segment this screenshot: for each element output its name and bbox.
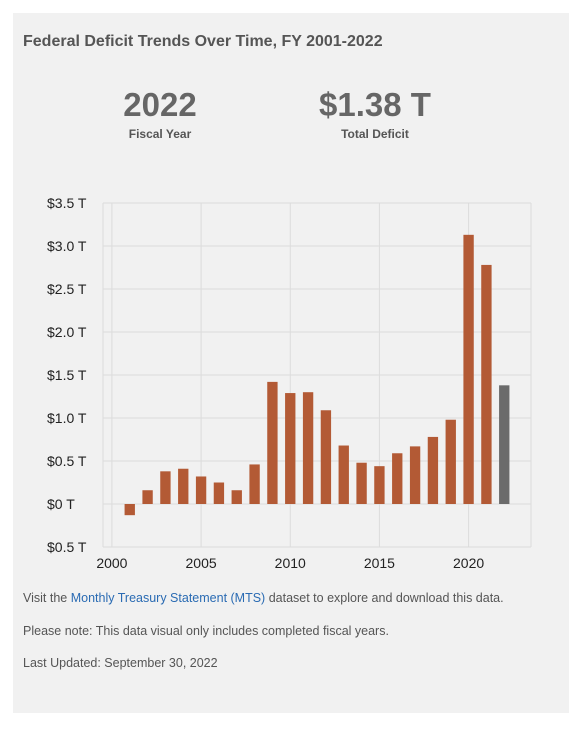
x-tick-label: 2020	[453, 555, 484, 571]
bar-2008[interactable]	[249, 464, 260, 504]
footer-note: Please note: This data visual only inclu…	[23, 624, 389, 638]
chart-title: Federal Deficit Trends Over Time, FY 200…	[23, 33, 383, 50]
footer-mts-line: Visit the Monthly Treasury Statement (MT…	[23, 591, 504, 605]
chart-card	[13, 13, 569, 713]
bar-2003[interactable]	[160, 471, 171, 504]
y-tick-label: $3.0 T	[47, 238, 87, 254]
footer-suffix: dataset to explore and download this dat…	[265, 591, 504, 605]
bar-2020[interactable]	[463, 234, 474, 504]
x-axis-labels: 2000 2005 2010 2015 2020	[96, 555, 484, 571]
total-deficit-label: Total Deficit	[341, 127, 409, 141]
y-tick-label: $1.5 T	[47, 367, 87, 383]
x-tick-label: 2010	[275, 555, 306, 571]
bar-2014[interactable]	[356, 462, 367, 504]
bar-2016[interactable]	[392, 453, 403, 504]
bar-2002[interactable]	[142, 490, 153, 504]
bar-2013[interactable]	[338, 445, 349, 504]
y-tick-label: $0.5 T	[47, 453, 87, 469]
bar-2015[interactable]	[374, 466, 385, 504]
fiscal-year-label: Fiscal Year	[128, 127, 192, 141]
bar-2009[interactable]	[267, 381, 278, 504]
bar-2001[interactable]	[124, 504, 135, 516]
y-tick-label: $0.5 T	[47, 539, 87, 555]
bar-2007[interactable]	[231, 490, 242, 504]
total-deficit-stat: $1.38 T Total Deficit	[305, 85, 445, 141]
bar-2021[interactable]	[481, 264, 492, 504]
last-updated: Last Updated: September 30, 2022	[23, 656, 218, 670]
x-tick-label: 2000	[96, 555, 127, 571]
total-deficit-value: $1.38 T	[319, 86, 431, 123]
bar-2017[interactable]	[409, 446, 421, 504]
x-tick-label: 2015	[364, 555, 395, 571]
bar-2011[interactable]	[302, 392, 314, 504]
bar-2005[interactable]	[195, 476, 207, 504]
bar-2004[interactable]	[178, 468, 189, 504]
fiscal-year-stat: 2022 Fiscal Year	[100, 85, 220, 141]
fiscal-year-value: 2022	[123, 86, 197, 123]
bar-2012[interactable]	[320, 410, 332, 504]
bar-2019[interactable]	[445, 419, 456, 504]
y-tick-label: $3.5 T	[47, 195, 87, 211]
y-tick-label: $0 T	[47, 496, 75, 512]
bar-2022[interactable]	[499, 385, 510, 504]
y-tick-label: $2.0 T	[47, 324, 87, 340]
footer-prefix: Visit the	[23, 591, 71, 605]
bar-2010[interactable]	[285, 393, 296, 504]
bar-2018[interactable]	[427, 436, 439, 504]
bar-2006[interactable]	[213, 482, 225, 505]
bar-layer	[124, 234, 510, 516]
y-axis-labels: $3.5 T $3.0 T $2.5 T $2.0 T $1.5 T $1.0 T $0.5…	[47, 195, 87, 555]
x-tick-label: 2005	[186, 555, 217, 571]
grid-layer	[102, 202, 532, 548]
mts-dataset-link[interactable]: Monthly Treasury Statement (MTS)	[70, 591, 266, 605]
y-tick-label: $2.5 T	[47, 281, 87, 297]
y-tick-label: $1.0 T	[47, 410, 87, 426]
